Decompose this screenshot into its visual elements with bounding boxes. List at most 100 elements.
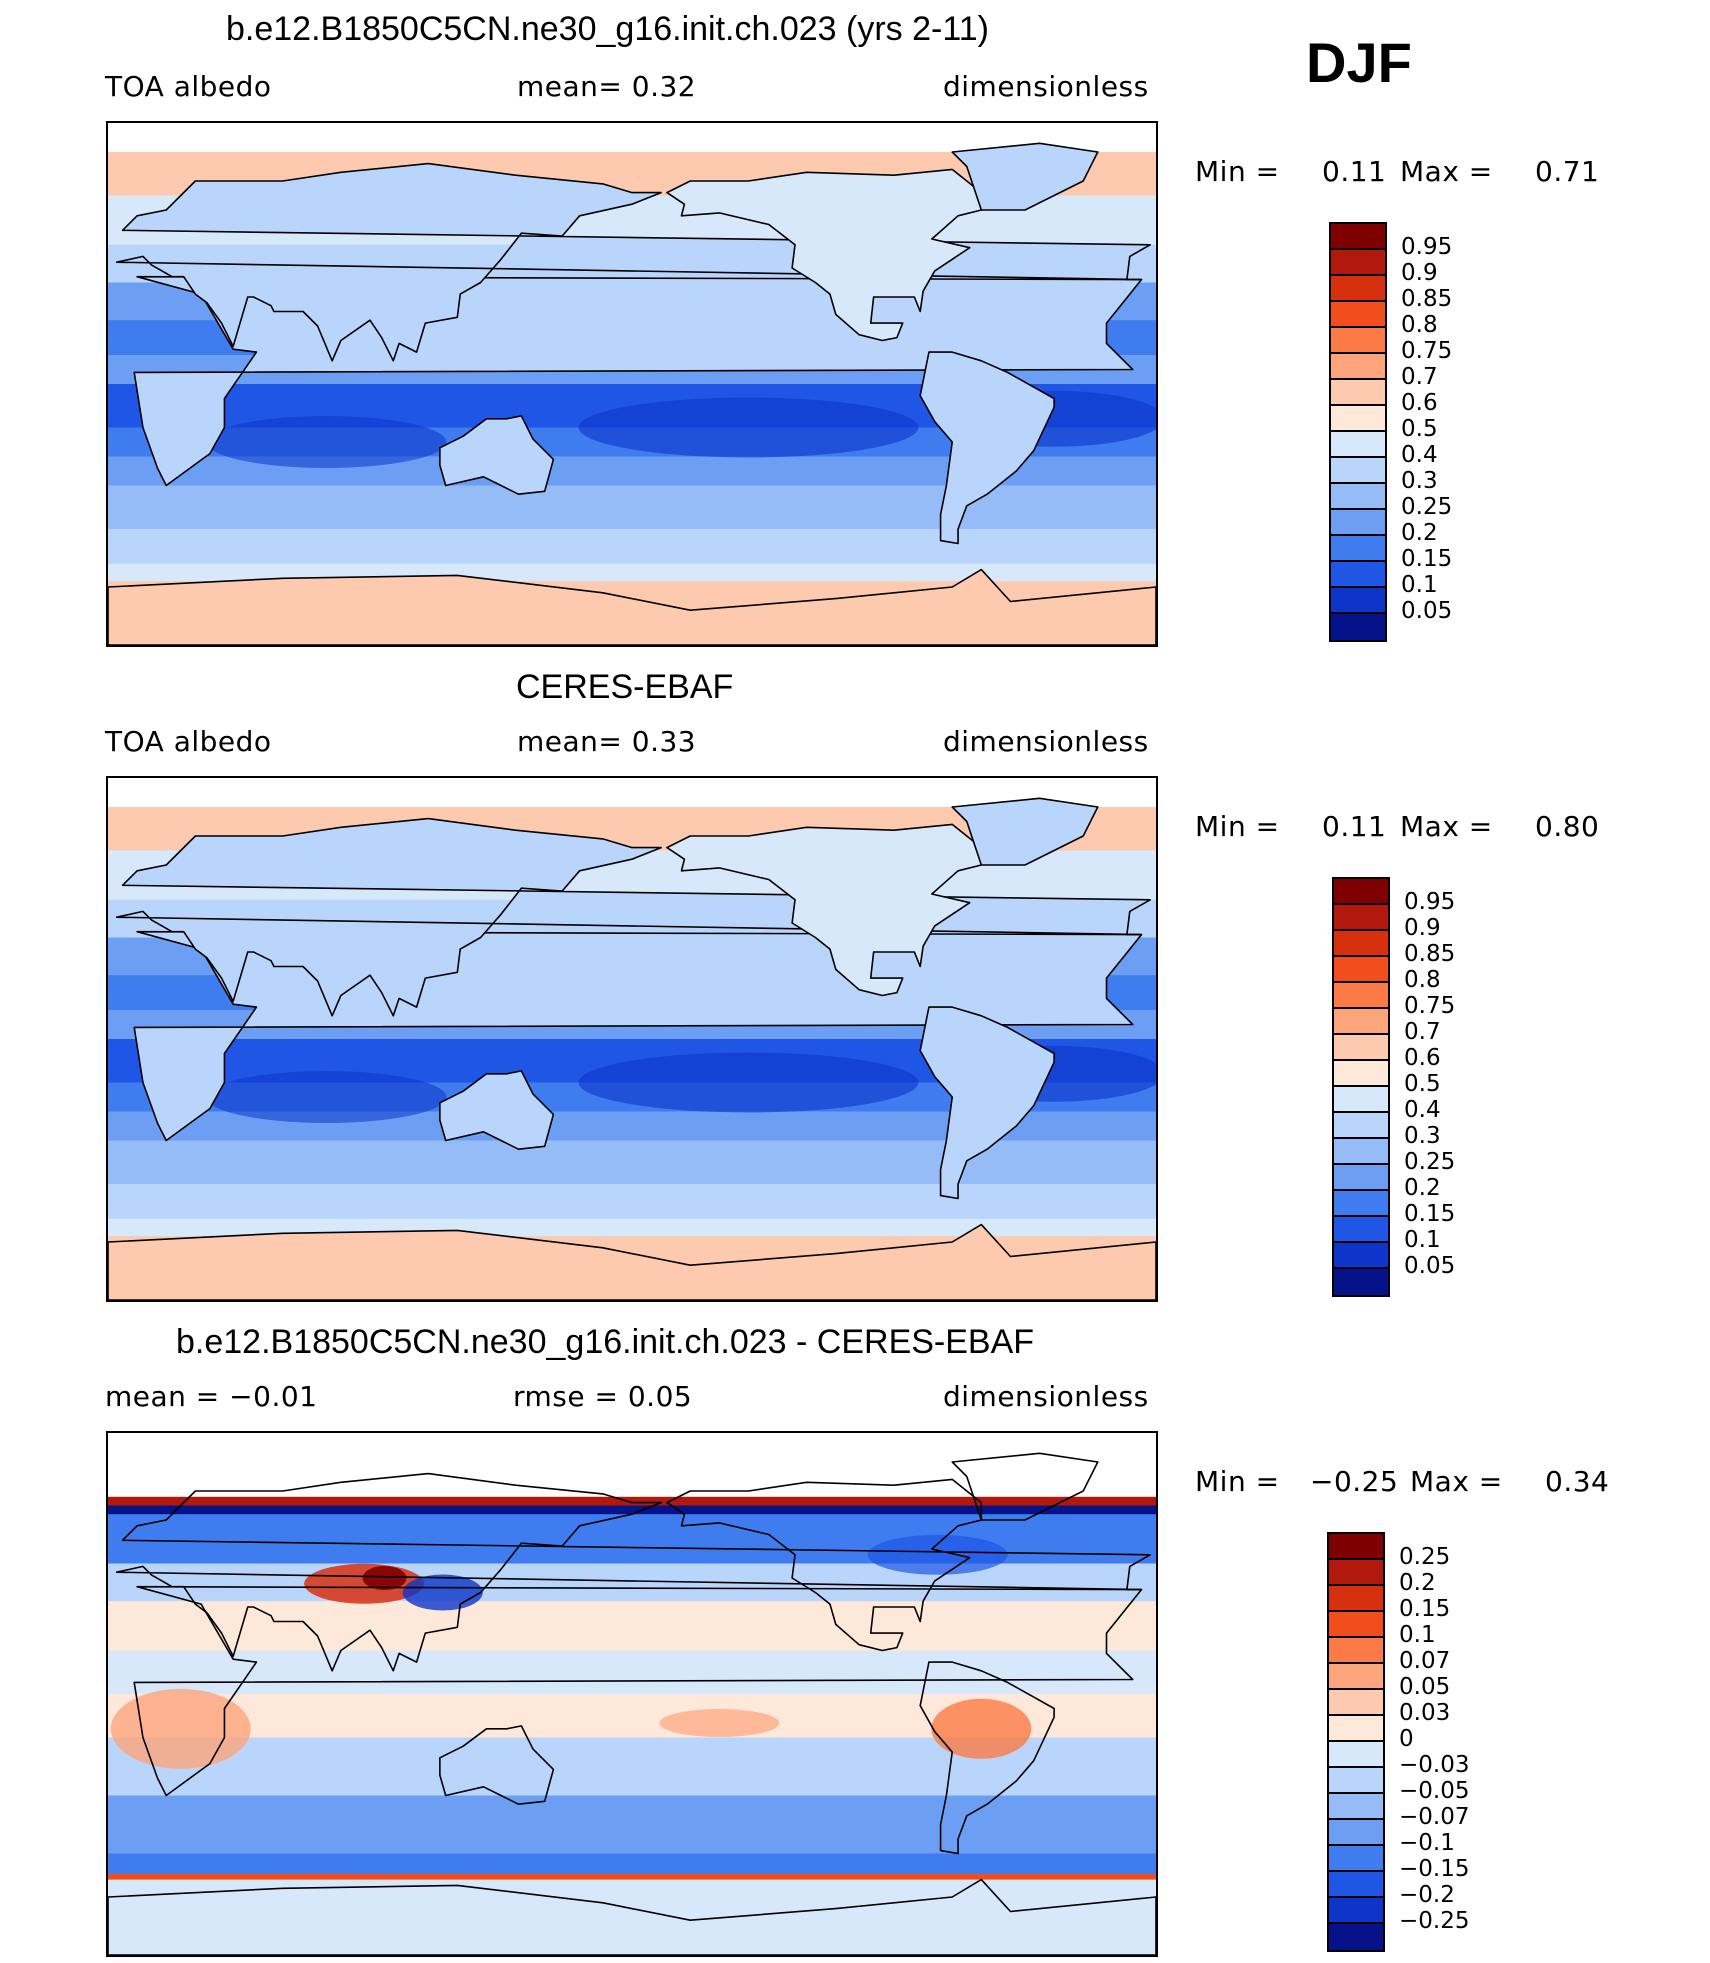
field-feature xyxy=(206,416,447,468)
colorbar-tick-label: 0.07 xyxy=(1399,1648,1451,1674)
field-feature xyxy=(110,1688,251,1769)
field-band xyxy=(108,1505,1156,1516)
colorbar-swatch xyxy=(1331,250,1385,276)
field-band xyxy=(108,1879,1156,1955)
colorbar-swatch xyxy=(1331,328,1385,354)
colorbar-swatch xyxy=(1329,1820,1383,1846)
season-label: DJF xyxy=(1306,31,1412,94)
colorbar-swatch xyxy=(1329,1690,1383,1716)
coastline xyxy=(108,1878,1156,1955)
colorbar-swatch xyxy=(1334,1165,1388,1191)
colorbar-swatches xyxy=(1329,222,1387,642)
coastline xyxy=(108,568,1156,645)
colorbar-swatch xyxy=(1329,1872,1383,1898)
field-feature xyxy=(402,1574,483,1611)
colorbar-tick-label: 0.85 xyxy=(1401,286,1453,312)
colorbar-tick-label: 0.75 xyxy=(1401,338,1453,364)
min-label: Min = xyxy=(1195,1465,1280,1498)
colorbar-tick-label: 0.15 xyxy=(1404,1201,1456,1227)
colorbar-swatch xyxy=(1334,1035,1388,1061)
min-label: Min = xyxy=(1195,810,1280,843)
max-value: 0.34 xyxy=(1545,1465,1610,1498)
coastline xyxy=(439,1070,555,1151)
field-band xyxy=(108,1140,1156,1185)
max-value: 0.80 xyxy=(1535,810,1600,843)
panel-title-obs: CERES-EBAF xyxy=(516,668,734,706)
colorbar-swatch xyxy=(1334,1061,1388,1087)
colorbar-tick-label: 0 xyxy=(1399,1726,1414,1752)
colorbar-swatch xyxy=(1334,1139,1388,1165)
field-band xyxy=(108,123,1156,153)
colorbar-swatch xyxy=(1334,1113,1388,1139)
field-band xyxy=(108,1433,1156,1498)
colorbar-tick-label: −0.2 xyxy=(1399,1882,1455,1908)
colorbar-tick-label: 0.7 xyxy=(1401,364,1438,390)
colorbar-swatch xyxy=(1331,536,1385,562)
colorbar-tick-label: 0.05 xyxy=(1404,1253,1456,1279)
colorbar-tick-label: −0.05 xyxy=(1399,1778,1470,1804)
colorbar-swatch xyxy=(1331,354,1385,380)
colorbar-tick-label: 0.1 xyxy=(1399,1622,1436,1648)
field-band xyxy=(108,1650,1156,1695)
field-band xyxy=(108,1563,1156,1603)
field-band xyxy=(108,1184,1156,1220)
max-label: Max = xyxy=(1410,1465,1503,1498)
colorbar-tick-label: 0.25 xyxy=(1399,1544,1451,1570)
coastline xyxy=(439,415,555,496)
colorbar-tick-label: 0.6 xyxy=(1404,1045,1441,1071)
field-band xyxy=(108,485,1156,530)
colorbar-tick-label: 0.2 xyxy=(1404,1175,1441,1201)
colorbar-swatch xyxy=(1331,302,1385,328)
colorbar-swatch xyxy=(1331,224,1385,250)
colorbar-tick-label: 0.05 xyxy=(1401,598,1453,624)
panel-title-model: b.e12.B1850C5CN.ne30_g16.init.ch.023 (yr… xyxy=(226,10,989,48)
colorbar-swatches xyxy=(1327,1532,1385,1952)
colorbar-tick-label: 0.3 xyxy=(1404,1123,1441,1149)
colorbar-tick-label: 0.15 xyxy=(1401,546,1453,572)
field-band xyxy=(108,1601,1156,1652)
colorbar-swatch xyxy=(1334,1269,1388,1295)
coastline xyxy=(115,1472,1151,1672)
coastline xyxy=(919,1661,1055,1855)
map-field xyxy=(108,778,1156,1300)
coastline xyxy=(108,1223,1156,1300)
colorbar-swatch xyxy=(1329,1768,1383,1794)
max-label: Max = xyxy=(1400,810,1493,843)
colorbar-swatch xyxy=(1334,1243,1388,1269)
map-diff xyxy=(106,1431,1158,1957)
colorbar-tick-label: 0.95 xyxy=(1404,889,1456,915)
colorbar-tick-label: 0.1 xyxy=(1401,572,1438,598)
max-label: Max = xyxy=(1400,155,1493,188)
field-band xyxy=(108,1496,1156,1507)
colorbar-tick-label: 0.25 xyxy=(1404,1149,1456,1175)
colorbar-swatch xyxy=(1331,380,1385,406)
panel-units-label: dimensionless xyxy=(943,725,1149,758)
colorbar-swatch xyxy=(1331,588,1385,614)
colorbar-swatch xyxy=(1334,1191,1388,1217)
colorbar-swatch xyxy=(1329,1560,1383,1586)
colorbar-swatch xyxy=(1329,1638,1383,1664)
map-obs xyxy=(106,776,1158,1302)
coastline xyxy=(666,168,983,342)
colorbar-tick-label: 0.25 xyxy=(1401,494,1453,520)
panel-mean-label: mean= 0.32 xyxy=(517,70,697,103)
panel-title-diff: b.e12.B1850C5CN.ne30_g16.init.ch.023 - C… xyxy=(176,1323,1035,1361)
coastline xyxy=(666,1478,983,1652)
min-value: −0.25 xyxy=(1310,1465,1399,1498)
colorbar-swatch xyxy=(1329,1612,1383,1638)
colorbar-tick-label: 0.8 xyxy=(1401,312,1438,338)
panel-units-label: dimensionless xyxy=(943,70,1149,103)
min-value: 0.11 xyxy=(1322,810,1387,843)
coastline xyxy=(951,1452,1099,1521)
colorbar-swatch xyxy=(1329,1664,1383,1690)
colorbar-tick-label: 0.75 xyxy=(1404,993,1456,1019)
colorbar-swatch xyxy=(1329,1846,1383,1872)
min-value: 0.11 xyxy=(1322,155,1387,188)
colorbar-tick-label: 0.85 xyxy=(1404,941,1456,967)
colorbar-tick-label: 0.5 xyxy=(1401,416,1438,442)
coastline xyxy=(439,1725,555,1806)
coastline xyxy=(133,1585,1143,1797)
field-band xyxy=(108,529,1156,565)
colorbar-tick-label: 0.2 xyxy=(1399,1570,1436,1596)
colorbar-tick-label: 0.9 xyxy=(1401,260,1438,286)
